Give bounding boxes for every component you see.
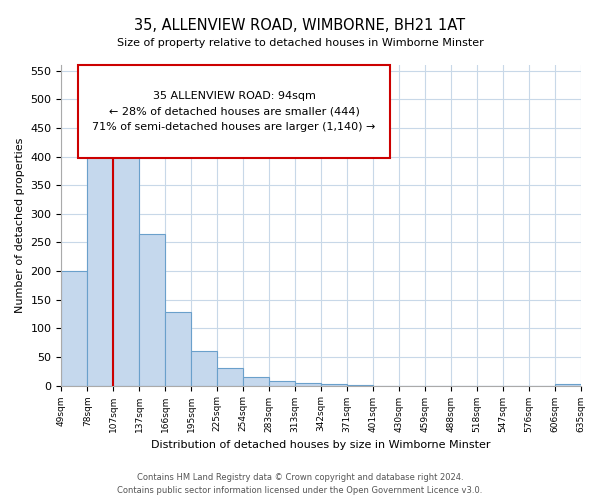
Text: 35 ALLENVIEW ROAD: 94sqm
← 28% of detached houses are smaller (444)
71% of semi-: 35 ALLENVIEW ROAD: 94sqm ← 28% of detach…	[92, 90, 376, 132]
Bar	[139, 234, 165, 386]
Bar	[61, 271, 88, 386]
Bar	[88, 128, 113, 386]
Text: Size of property relative to detached houses in Wimborne Minster: Size of property relative to detached ho…	[116, 38, 484, 48]
Text: 35, ALLENVIEW ROAD, WIMBORNE, BH21 1AT: 35, ALLENVIEW ROAD, WIMBORNE, BH21 1AT	[134, 18, 466, 32]
Bar	[113, 140, 139, 386]
Bar	[554, 384, 581, 386]
Bar	[191, 351, 217, 386]
Bar	[295, 382, 321, 386]
Text: Contains HM Land Registry data © Crown copyright and database right 2024.
Contai: Contains HM Land Registry data © Crown c…	[118, 474, 482, 495]
Bar	[165, 312, 191, 386]
Bar	[243, 377, 269, 386]
Bar	[217, 368, 243, 386]
Bar	[347, 385, 373, 386]
Bar	[269, 381, 295, 386]
Y-axis label: Number of detached properties: Number of detached properties	[15, 138, 25, 313]
X-axis label: Distribution of detached houses by size in Wimborne Minster: Distribution of detached houses by size …	[151, 440, 491, 450]
Bar	[321, 384, 347, 386]
